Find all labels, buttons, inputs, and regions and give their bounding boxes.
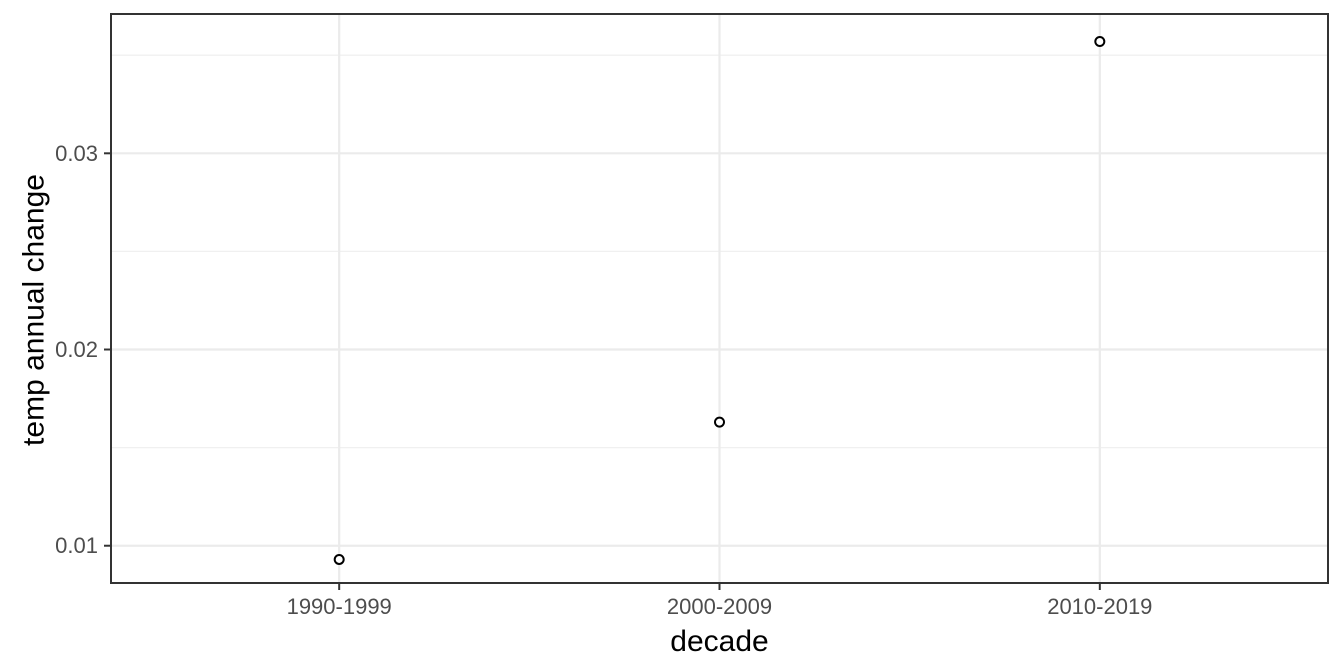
x-axis-title: decade — [670, 625, 768, 658]
x-tick-label: 1990-1999 — [287, 594, 392, 619]
data-point — [1094, 35, 1106, 47]
y-axis-title: temp annual change — [18, 174, 51, 446]
axis-layer: 0.01 0.02 0.03 1990-1999 2000-2009 2010-2019 — [55, 141, 1152, 619]
y-tick-label: 0.01 — [55, 533, 98, 558]
points-layer — [333, 35, 1106, 565]
x-tick-label: 2000-2009 — [667, 594, 772, 619]
y-tick-label: 0.03 — [55, 141, 98, 166]
data-point — [333, 553, 345, 565]
y-tick-label: 0.02 — [55, 337, 98, 362]
grid-layer — [111, 14, 1328, 583]
x-tick-label: 2010-2019 — [1047, 594, 1152, 619]
data-point — [714, 416, 725, 428]
